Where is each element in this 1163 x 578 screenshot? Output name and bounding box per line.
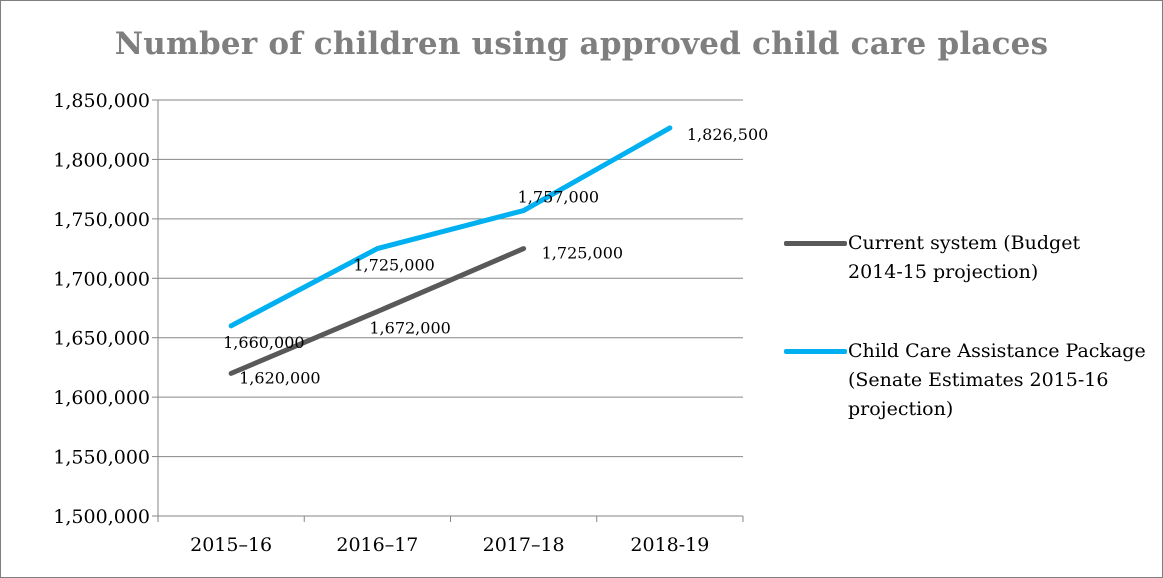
data-label: 1,725,000 <box>353 256 434 275</box>
data-label: 1,620,000 <box>239 368 320 387</box>
y-tick-label: 1,650,000 <box>53 328 150 350</box>
y-tick-label: 1,750,000 <box>53 209 150 231</box>
y-tick-label: 1,550,000 <box>53 447 150 469</box>
data-label: 1,725,000 <box>542 244 623 263</box>
x-tick-label: 2017–18 <box>483 534 565 556</box>
legend-label-assistance-package: Child Care Assistance Package (Senate Es… <box>848 340 1146 420</box>
y-tick-label: 1,700,000 <box>53 268 150 290</box>
x-tick-label: 2018-19 <box>630 534 709 556</box>
legend-swatch-assistance-package <box>784 349 847 354</box>
x-tick-label: 2016–17 <box>336 534 418 556</box>
data-label: 1,757,000 <box>518 188 599 207</box>
data-label: 1,826,500 <box>687 125 768 144</box>
y-tick-label: 1,600,000 <box>53 387 150 409</box>
legend-label-current-system: Current system (Budget 2014-15 projectio… <box>848 232 1081 283</box>
chart-title: Number of children using approved child … <box>114 26 1049 62</box>
y-tick-label: 1,500,000 <box>53 506 150 528</box>
data-label: 1,672,000 <box>369 319 450 338</box>
y-tick-label: 1,850,000 <box>53 90 150 112</box>
data-label: 1,660,000 <box>223 333 304 352</box>
y-tick-label: 1,800,000 <box>53 149 150 171</box>
legend-swatch-current-system <box>784 241 847 246</box>
x-tick-label: 2015–16 <box>190 534 272 556</box>
series-line-assistance-package <box>228 125 673 329</box>
series-line-current-system <box>228 246 527 376</box>
